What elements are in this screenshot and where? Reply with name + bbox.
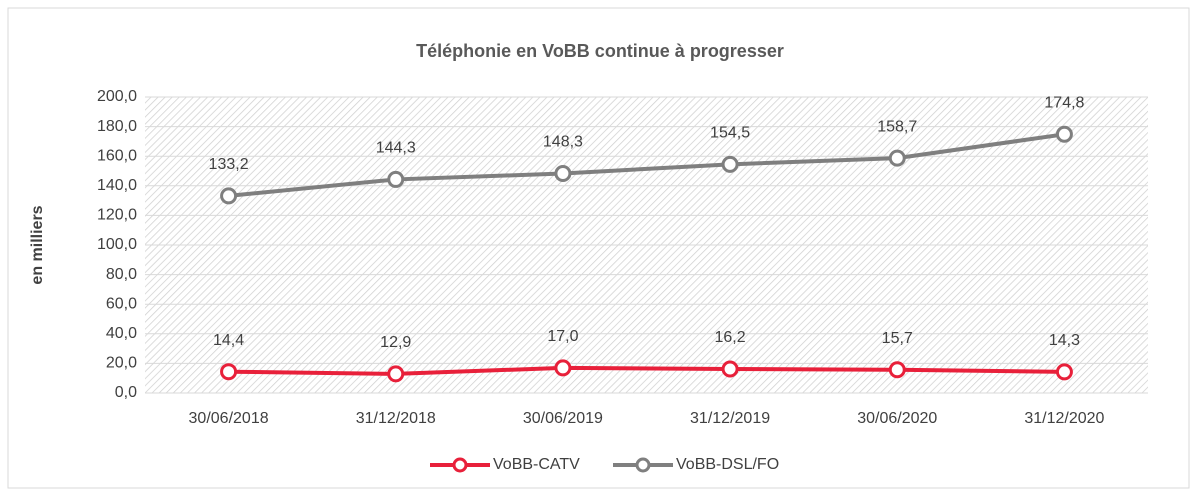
data-label: 154,5 xyxy=(710,125,750,142)
data-label: 17,0 xyxy=(547,328,578,345)
data-label: 12,9 xyxy=(380,334,411,351)
point xyxy=(387,170,405,188)
x-tick-label: 30/06/2018 xyxy=(189,410,269,427)
point xyxy=(888,149,906,167)
y-tick-label: 60,0 xyxy=(106,295,137,312)
point xyxy=(721,360,739,378)
y-tick-label: 40,0 xyxy=(106,325,137,342)
y-tick-label: 120,0 xyxy=(97,207,137,224)
point xyxy=(387,365,405,383)
y-tick-label: 20,0 xyxy=(106,355,137,372)
point xyxy=(554,165,572,183)
y-tick-label: 100,0 xyxy=(97,236,137,253)
data-label: 133,2 xyxy=(209,156,249,173)
series-line xyxy=(228,365,1065,376)
x-tick-label: 30/06/2020 xyxy=(857,410,937,427)
data-label: 14,4 xyxy=(213,332,244,349)
x-tick-label: 30/06/2019 xyxy=(523,410,603,427)
data-label: 16,2 xyxy=(715,329,746,346)
data-label: 15,7 xyxy=(882,330,913,347)
legend-label: VoBB-CATV xyxy=(493,456,580,473)
data-label: 158,7 xyxy=(877,118,917,135)
point xyxy=(220,363,238,381)
y-tick-label: 180,0 xyxy=(97,118,137,135)
y-tick-label: 80,0 xyxy=(106,266,137,283)
legend-marker xyxy=(635,457,651,473)
legend-marker xyxy=(452,457,468,473)
point xyxy=(554,359,572,377)
data-label: 148,3 xyxy=(543,134,583,151)
y-tick-label: 140,0 xyxy=(97,177,137,194)
x-tick-label: 31/12/2020 xyxy=(1024,410,1104,427)
data-label: 144,3 xyxy=(376,140,416,157)
y-tick-label: 200,0 xyxy=(97,88,137,105)
chart-title: Téléphonie en VoBB continue à progresser xyxy=(416,41,784,61)
y-tick-label: 160,0 xyxy=(97,147,137,164)
point xyxy=(721,155,739,173)
y-tick-label: 0,0 xyxy=(115,384,137,401)
point xyxy=(888,361,906,379)
legend-label: VoBB-DSL/FO xyxy=(676,456,779,473)
data-label: 14,3 xyxy=(1049,332,1080,349)
data-label: 174,8 xyxy=(1044,95,1084,112)
point xyxy=(220,187,238,205)
x-tick-label: 31/12/2019 xyxy=(690,410,770,427)
series-line xyxy=(228,132,1065,198)
x-tick-label: 31/12/2018 xyxy=(356,410,436,427)
y-axis-label: en milliers xyxy=(29,205,46,284)
point xyxy=(1055,125,1073,143)
point xyxy=(1055,363,1073,381)
